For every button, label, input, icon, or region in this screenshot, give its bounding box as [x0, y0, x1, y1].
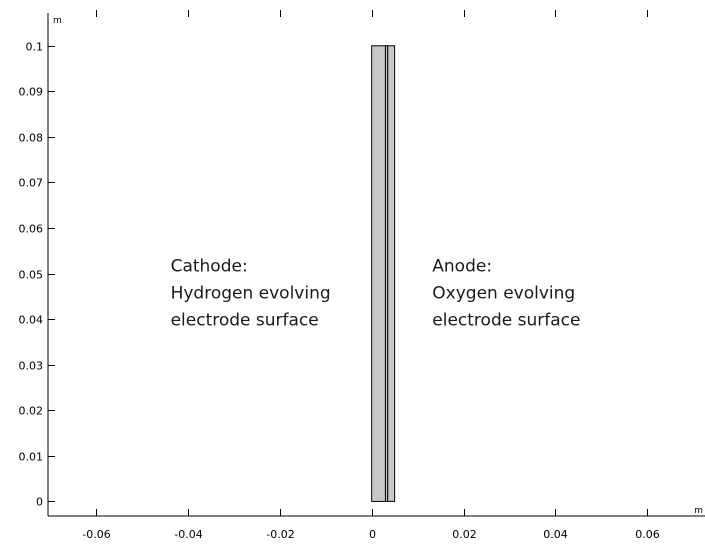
- x-tick-label: -0.06: [82, 528, 110, 541]
- y-tick-label: 0.02: [19, 405, 44, 418]
- x-tick-label: 0.02: [452, 528, 477, 541]
- x-tick-label: 0.06: [635, 528, 660, 541]
- y-tick-label: 0.1: [26, 41, 44, 54]
- annotation-line: electrode surface: [171, 310, 319, 330]
- y-tick-label: 0.08: [19, 132, 44, 145]
- x-tick-label: -0.02: [266, 528, 294, 541]
- y-tick-label: 0: [36, 496, 43, 509]
- geometry-domain-1: [371, 45, 386, 502]
- annotation-line: Cathode:: [171, 256, 248, 276]
- y-tick-label: 0.06: [19, 223, 44, 236]
- y-tick-label: 0.09: [19, 86, 44, 99]
- x-unit-label: m: [694, 506, 703, 516]
- y-tick-label: 0.03: [19, 360, 44, 373]
- geometry: [371, 45, 396, 502]
- y-unit-label: m: [53, 16, 62, 26]
- x-tick-label: -0.04: [174, 528, 202, 541]
- y-tick-label: 0.01: [19, 451, 44, 464]
- annotation-line: Anode:: [432, 256, 492, 276]
- x-tick-label: 0: [369, 528, 376, 541]
- y-tick-label: 0.07: [19, 177, 44, 190]
- annotation-line: Hydrogen evolving: [171, 283, 331, 303]
- geometry-domain-3: [387, 45, 396, 502]
- axes: 0 0.01 0.02 0.03 0.04 0.05 0.06 0.07 0.08 0.09 0.1…: [19, 10, 705, 541]
- annotation-line: Oxygen evolving: [432, 283, 575, 303]
- x-tick-label: 0.04: [543, 528, 568, 541]
- y-tick-label: 0.05: [19, 269, 44, 282]
- y-tick-label: 0.04: [19, 314, 44, 327]
- annotation-line: electrode surface: [432, 310, 580, 330]
- annotations: Cathode: Hydrogen evolving electrode surfa…: [171, 256, 581, 330]
